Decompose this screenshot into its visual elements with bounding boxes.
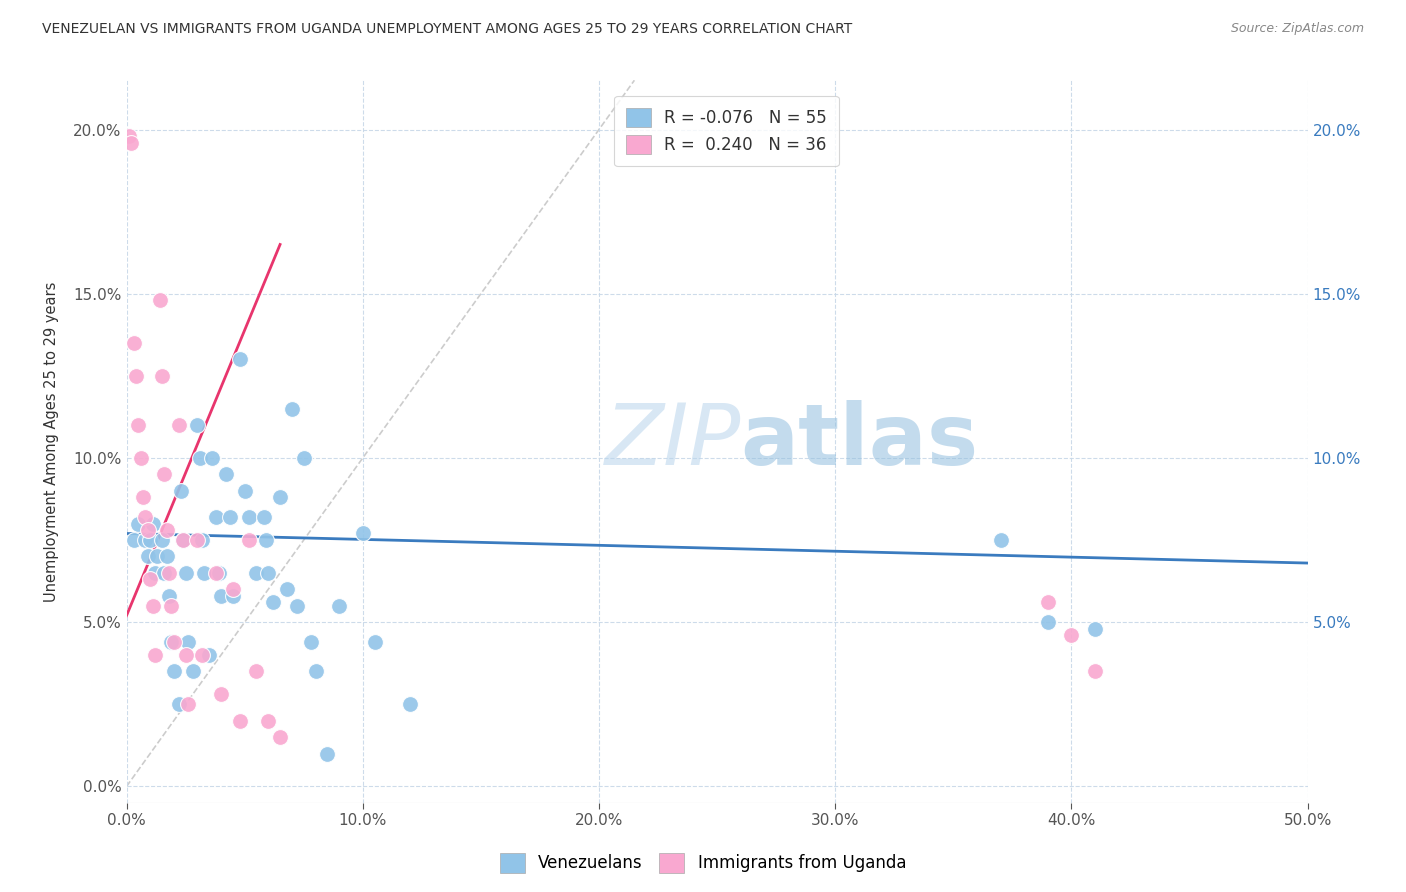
Point [1036, 595, 1059, 609]
Point [238, 510, 260, 524]
Point [120, 136, 142, 150]
Text: Source: ZipAtlas.com: Source: ZipAtlas.com [1230, 22, 1364, 36]
Point [156, 549, 179, 564]
Point [174, 566, 197, 580]
Point [174, 648, 197, 662]
Point [177, 635, 200, 649]
Point [141, 599, 163, 613]
Point [285, 599, 308, 613]
Y-axis label: Unemployment Among Ages 25 to 29 years: Unemployment Among Ages 25 to 29 years [45, 281, 59, 602]
Point [399, 698, 422, 712]
Point [198, 648, 221, 662]
Legend: R = -0.076   N = 55, R =  0.240   N = 36: R = -0.076 N = 55, R = 0.240 N = 36 [614, 95, 838, 166]
Point [153, 566, 176, 580]
Point [163, 665, 186, 679]
Point [193, 566, 215, 580]
Point [129, 450, 152, 465]
Point [191, 648, 214, 662]
Point [238, 533, 260, 547]
Point [160, 599, 183, 613]
Point [222, 582, 245, 597]
Point [146, 549, 169, 564]
Point [245, 665, 267, 679]
Point [316, 747, 339, 761]
Point [150, 368, 173, 383]
Point [304, 665, 326, 679]
Point [262, 595, 284, 609]
Point [269, 491, 291, 505]
Point [139, 533, 162, 547]
Point [281, 401, 304, 416]
Point [363, 635, 385, 649]
Point [252, 510, 274, 524]
Point [118, 129, 141, 144]
Point [299, 635, 322, 649]
Point [328, 599, 350, 613]
Text: VENEZUELAN VS IMMIGRANTS FROM UGANDA UNEMPLOYMENT AMONG AGES 25 TO 29 YEARS CORR: VENEZUELAN VS IMMIGRANTS FROM UGANDA UNE… [42, 22, 852, 37]
Point [132, 491, 155, 505]
Point [1036, 615, 1059, 630]
Point [205, 566, 228, 580]
Point [222, 589, 245, 603]
Point [209, 687, 232, 701]
Point [1084, 622, 1107, 636]
Point [233, 483, 256, 498]
Point [181, 665, 204, 679]
Point [177, 698, 200, 712]
Point [292, 450, 315, 465]
Point [160, 635, 183, 649]
Point [163, 635, 186, 649]
Point [157, 589, 180, 603]
Point [150, 533, 173, 547]
Point [276, 582, 298, 597]
Point [136, 549, 159, 564]
Point [157, 566, 180, 580]
Point [188, 450, 211, 465]
Point [219, 510, 242, 524]
Point [127, 418, 149, 433]
Point [229, 714, 252, 728]
Legend: Venezuelans, Immigrants from Uganda: Venezuelans, Immigrants from Uganda [494, 847, 912, 880]
Point [170, 483, 193, 498]
Point [209, 589, 232, 603]
Point [167, 698, 190, 712]
Point [139, 573, 162, 587]
Point [205, 510, 228, 524]
Point [167, 418, 190, 433]
Point [215, 467, 238, 482]
Point [352, 526, 374, 541]
Point [990, 533, 1012, 547]
Point [1060, 628, 1083, 642]
Text: atlas: atlas [741, 400, 979, 483]
Point [269, 730, 291, 744]
Point [136, 523, 159, 537]
Point [122, 533, 145, 547]
Point [1084, 665, 1107, 679]
Point [153, 467, 176, 482]
Point [143, 566, 166, 580]
Point [122, 336, 145, 351]
Point [134, 510, 156, 524]
Point [200, 450, 222, 465]
Point [257, 566, 280, 580]
Point [254, 533, 277, 547]
Point [172, 533, 194, 547]
Point [127, 516, 149, 531]
Point [191, 533, 214, 547]
Point [141, 516, 163, 531]
Point [208, 566, 231, 580]
Point [186, 418, 208, 433]
Point [257, 714, 280, 728]
Point [149, 293, 172, 308]
Point [156, 523, 179, 537]
Point [245, 566, 267, 580]
Point [229, 352, 252, 367]
Point [143, 648, 166, 662]
Text: ZIP: ZIP [605, 400, 741, 483]
Point [186, 533, 208, 547]
Point [134, 533, 156, 547]
Point [172, 533, 194, 547]
Point [125, 368, 148, 383]
